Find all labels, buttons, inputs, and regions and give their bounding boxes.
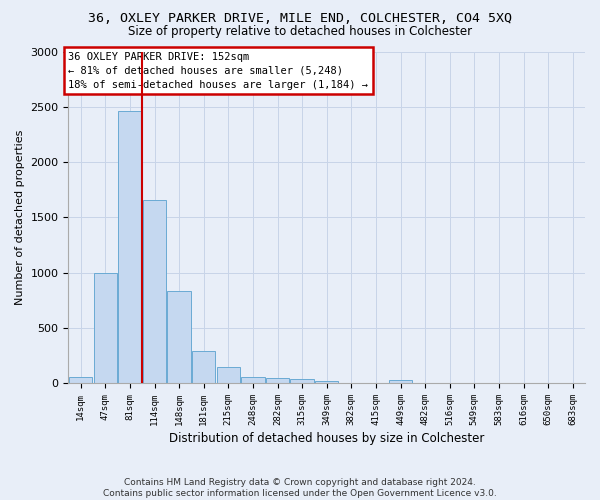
Bar <box>143 200 166 383</box>
Bar <box>69 377 92 383</box>
Bar <box>217 366 240 383</box>
Y-axis label: Number of detached properties: Number of detached properties <box>15 130 25 305</box>
Bar <box>118 111 142 383</box>
Bar <box>167 292 191 383</box>
Bar <box>241 377 265 383</box>
Bar <box>315 381 338 383</box>
Bar <box>389 380 412 383</box>
Text: Size of property relative to detached houses in Colchester: Size of property relative to detached ho… <box>128 25 472 38</box>
Bar <box>192 351 215 383</box>
X-axis label: Distribution of detached houses by size in Colchester: Distribution of detached houses by size … <box>169 432 484 445</box>
Bar <box>266 378 289 383</box>
Text: Contains HM Land Registry data © Crown copyright and database right 2024.
Contai: Contains HM Land Registry data © Crown c… <box>103 478 497 498</box>
Bar <box>94 272 117 383</box>
Text: 36, OXLEY PARKER DRIVE, MILE END, COLCHESTER, CO4 5XQ: 36, OXLEY PARKER DRIVE, MILE END, COLCHE… <box>88 12 512 26</box>
Text: 36 OXLEY PARKER DRIVE: 152sqm
← 81% of detached houses are smaller (5,248)
18% o: 36 OXLEY PARKER DRIVE: 152sqm ← 81% of d… <box>68 52 368 90</box>
Bar <box>290 379 314 383</box>
